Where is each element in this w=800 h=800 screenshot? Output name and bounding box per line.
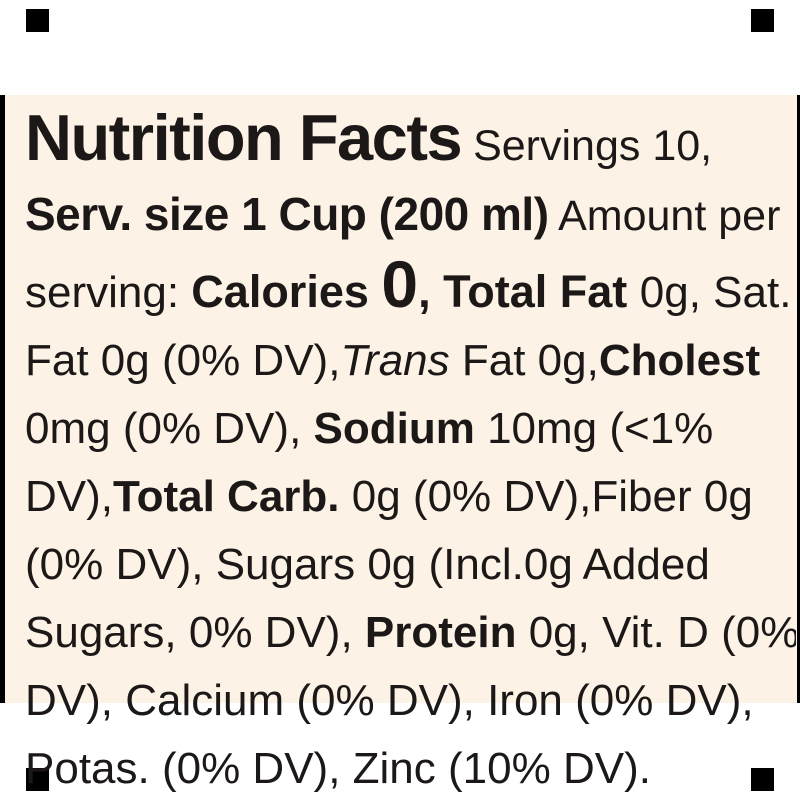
label-line-4-run-1: Fat 0g (0% DV), — [25, 336, 341, 385]
corner-mark-bottom-right — [751, 768, 774, 791]
label-line-7-run-1: (0% DV), Sugars 0g (Incl.0g Added — [25, 540, 710, 589]
label-line-3-run-4: , Total Fat — [418, 266, 640, 317]
label-line-6-run-1: DV), — [25, 472, 113, 521]
label-left-edge-bar — [0, 95, 5, 703]
corner-mark-top-left — [26, 9, 49, 32]
label-line-9-run-1: DV), Calcium (0% DV), Iron (0% DV), — [25, 676, 754, 725]
label-line-9: DV), Calcium (0% DV), Iron (0% DV), — [25, 672, 796, 740]
label-right-edge-bar — [797, 95, 800, 703]
label-line-3-run-1: serving: — [25, 268, 192, 317]
label-line-7: (0% DV), Sugars 0g (Incl.0g Added — [25, 536, 796, 604]
label-line-6-run-3: 0g (0% DV),Fiber 0g — [339, 472, 753, 521]
label-line-1-run-1: Nutrition Facts — [25, 109, 463, 174]
label-line-3: serving: Calories 0, Total Fat 0g, Sat. — [25, 251, 796, 332]
label-line-6-run-2: Total Carb. — [113, 472, 340, 521]
label-line-8: Sugars, 0% DV), Protein 0g, Vit. D (0% — [25, 604, 796, 672]
label-line-5-run-3: 10mg (<1% — [474, 404, 714, 453]
label-line-2-run-1: Serv. size 1 Cup (200 ml) — [25, 188, 549, 240]
label-line-8-run-1: Sugars, 0% DV), — [25, 608, 365, 657]
label-line-1-run-2: Servings 10, — [461, 122, 713, 170]
label-line-4-run-4: Cholest — [598, 336, 761, 385]
label-line-3-run-3: 0 — [381, 247, 419, 321]
corner-mark-top-right — [751, 9, 774, 32]
label-line-4-run-2: Trans — [340, 336, 450, 385]
corner-mark-bottom-left — [26, 768, 49, 791]
label-line-2-run-2: Amount per — [548, 192, 781, 240]
nutrition-facts-label: Nutrition Facts Servings 10, Serv. size 1… — [0, 95, 800, 793]
label-line-3-run-2: Calories — [191, 266, 382, 317]
label-line-6: DV),Total Carb. 0g (0% DV),Fiber 0g — [25, 468, 796, 536]
label-line-3-run-5: 0g, Sat. — [639, 268, 792, 317]
label-line-5-run-1: 0mg (0% DV), — [25, 404, 314, 453]
label-line-8-run-3: 0g, Vit. D (0% — [516, 608, 796, 657]
label-line-1: Nutrition Facts Servings 10, — [25, 109, 796, 185]
label-line-2: Serv. size 1 Cup (200 ml) Amount per — [25, 185, 796, 255]
label-line-10-run-1: Potas. (0% DV), Zinc (10% DV). — [25, 744, 651, 793]
label-line-4: Fat 0g (0% DV),Trans Fat 0g,Cholest — [25, 332, 796, 400]
label-line-8-run-2: Protein — [364, 608, 517, 657]
label-line-4-run-3: Fat 0g, — [449, 336, 599, 385]
label-text: Nutrition Facts Servings 10, Serv. size 1… — [25, 109, 796, 800]
label-line-5: 0mg (0% DV), Sodium 10mg (<1% — [25, 400, 796, 468]
label-line-10: Potas. (0% DV), Zinc (10% DV). — [25, 740, 796, 800]
label-line-5-run-2: Sodium — [313, 404, 475, 453]
